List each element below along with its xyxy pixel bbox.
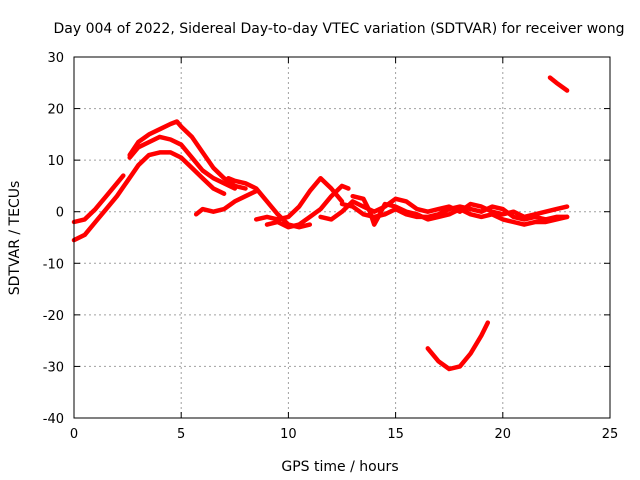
- y-tick-label: 10: [47, 154, 64, 169]
- y-tick-label: -40: [43, 412, 64, 427]
- x-tick-label: 20: [495, 427, 512, 442]
- series-line-arc-3: [127, 119, 248, 191]
- x-tick-label: 5: [177, 427, 185, 442]
- series-line-arc-9: [318, 196, 570, 222]
- x-axis-title: GPS time / hours: [281, 459, 398, 475]
- series-line-arc-1: [71, 150, 227, 243]
- series-line-arc-5: [193, 188, 259, 217]
- x-tick-label: 25: [602, 427, 619, 442]
- y-axis-title: SDTVAR / TECUs: [7, 181, 23, 296]
- series-line-arc-12: [425, 320, 491, 372]
- axis-ticks: [73, 56, 611, 419]
- plot-frame: [73, 56, 611, 419]
- series-line-arc-2: [127, 134, 238, 191]
- x-tick-labels: 0 5 10 15 20 25: [70, 427, 618, 442]
- series-layer: [71, 75, 570, 372]
- y-tick-label: 20: [47, 103, 64, 118]
- series-line-arc-8: [264, 183, 351, 230]
- y-tick-label: -10: [43, 257, 64, 272]
- y-tick-label: 0: [56, 206, 64, 221]
- x-tick-label: 10: [280, 427, 297, 442]
- x-tick-label: 0: [70, 427, 78, 442]
- series-line-arc-13: [547, 75, 570, 93]
- y-tick-label: -20: [43, 309, 64, 324]
- series-line-arc-11: [350, 193, 570, 227]
- y-tick-labels: 30 20 10 0 -10 -20 -30 -40: [43, 51, 64, 427]
- series-line-arc-4: [71, 173, 126, 225]
- series-line-arc-7: [253, 175, 345, 222]
- x-tick-label: 15: [387, 427, 404, 442]
- grid-lines: [74, 57, 610, 418]
- y-tick-label: 30: [47, 51, 64, 66]
- y-tick-label: -30: [43, 360, 64, 375]
- chart-title: Day 004 of 2022, Sidereal Day-to-day VTE…: [54, 21, 625, 37]
